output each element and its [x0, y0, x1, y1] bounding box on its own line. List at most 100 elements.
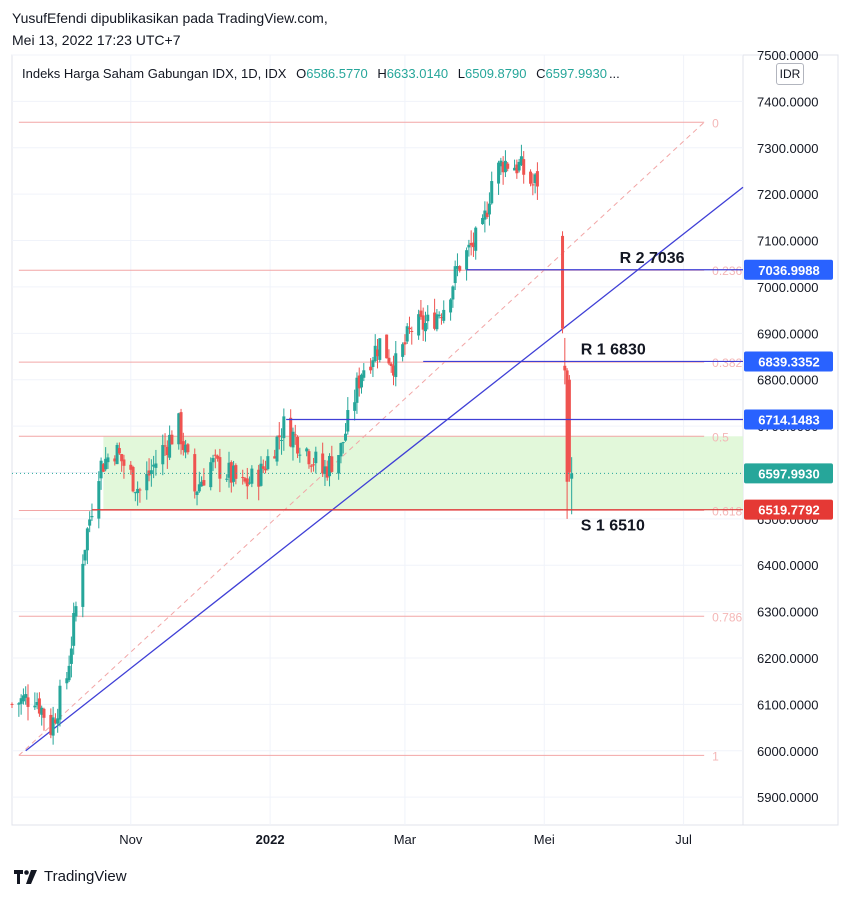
candle-body: [161, 445, 165, 465]
candle-body: [163, 445, 167, 447]
candle-body: [225, 478, 229, 480]
candle-body: [35, 702, 39, 706]
x-tick-label: Mei: [534, 832, 555, 847]
candle-body: [433, 312, 437, 329]
y-tick-label: 6000.0000: [757, 744, 818, 759]
low-value: 6509.8790: [465, 66, 527, 81]
candle-body: [200, 481, 204, 487]
candle-body: [435, 314, 439, 330]
candle-body: [385, 334, 389, 359]
candle-body: [58, 685, 62, 720]
candle-body: [209, 462, 213, 488]
candle-body: [277, 435, 281, 438]
candle-body: [248, 482, 252, 484]
candle-body: [344, 433, 348, 441]
y-tick-label: 6400.0000: [757, 558, 818, 573]
candle-body: [325, 466, 329, 478]
y-tick-label: 7400.0000: [757, 94, 818, 109]
candle-body: [296, 436, 300, 454]
candle-body: [49, 714, 53, 735]
candle-body: [147, 470, 151, 476]
candle-body: [211, 458, 215, 463]
candle-body: [129, 464, 133, 470]
candle-body: [387, 357, 391, 364]
candle-body: [17, 703, 21, 705]
y-tick-label: 7300.0000: [757, 141, 818, 156]
candle-body: [138, 489, 142, 491]
candle-body: [120, 454, 124, 462]
candle-body: [184, 444, 188, 453]
candle-body: [506, 163, 510, 169]
candle-body: [346, 410, 350, 432]
candle-body: [314, 451, 318, 464]
candle-body: [419, 310, 423, 317]
candle-body: [26, 697, 30, 707]
candle-body: [423, 322, 427, 332]
candle-body: [97, 481, 101, 519]
candle-body: [136, 488, 140, 494]
level-text: S 1 6510: [581, 518, 645, 535]
candle-body: [362, 370, 366, 378]
candle-body: [99, 460, 103, 479]
candle-body: [371, 360, 375, 367]
candle-body: [195, 491, 199, 495]
candle-body: [307, 451, 311, 465]
candle-body: [321, 453, 325, 474]
tradingview-footer: TradingView: [14, 868, 127, 885]
candle-body: [106, 457, 110, 463]
candle-body: [145, 473, 149, 491]
candle-body: [337, 455, 341, 474]
price-badge-label: 6714.1483: [758, 413, 819, 428]
candle-body: [529, 171, 533, 184]
publish-timestamp: Mei 13, 2022 17:23 UTC+7: [12, 32, 181, 48]
price-badge: [744, 499, 833, 520]
candle-body: [37, 698, 41, 714]
candle-body: [497, 162, 501, 184]
candle-body: [186, 444, 190, 453]
candle-body: [312, 464, 316, 466]
candle-body: [56, 718, 60, 724]
candle-body: [531, 184, 535, 186]
trend-line: [25, 186, 744, 752]
close-value: 6597.9930: [545, 66, 607, 81]
candle-body: [467, 244, 471, 248]
candle-body: [499, 160, 503, 167]
fib-diagonal: [18, 121, 705, 756]
currency-badge[interactable]: IDR: [776, 63, 804, 85]
price-badge: [744, 259, 833, 280]
candle-body: [453, 266, 457, 284]
candle-body: [330, 456, 334, 472]
x-tick-label: Mar: [394, 832, 417, 847]
candle-body: [67, 665, 71, 681]
candle-body: [65, 678, 69, 684]
price-badge-label: 6839.3352: [758, 354, 819, 369]
candle-body: [104, 458, 108, 470]
candle-body: [179, 412, 183, 445]
last-price-label: 6597.9930: [758, 466, 819, 481]
y-tick-label: 6900.0000: [757, 326, 818, 341]
candle-body: [535, 171, 539, 187]
x-tick-label: Jul: [675, 832, 692, 847]
candle-body: [373, 345, 377, 362]
y-tick-label: 6800.0000: [757, 373, 818, 388]
candle-body: [563, 365, 567, 371]
candle-body: [282, 416, 286, 439]
price-badge: [744, 409, 833, 430]
candle-body: [117, 448, 121, 454]
candle-body: [245, 478, 249, 487]
open-value: 6586.5770: [306, 66, 368, 81]
low-label: L: [457, 66, 466, 81]
candle-body: [401, 344, 405, 357]
candle-body: [407, 327, 411, 330]
candle-body: [439, 317, 443, 319]
candle-body: [483, 210, 487, 220]
candle-body: [229, 462, 233, 483]
candle-body: [405, 326, 409, 342]
close-label: C: [536, 66, 546, 81]
candle-body: [275, 436, 279, 462]
candle-body: [280, 439, 284, 441]
candle-body: [570, 473, 574, 479]
candle-body: [266, 456, 270, 470]
candle-body: [10, 703, 14, 705]
